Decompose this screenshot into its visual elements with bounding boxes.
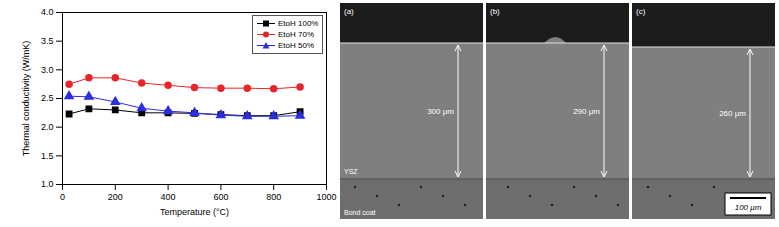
svg-text:3.5: 3.5 [41, 36, 54, 46]
svg-text:1.0: 1.0 [41, 179, 54, 189]
svg-text:YSZ: YSZ [344, 168, 358, 175]
html-text:EtoH 100%: EtoH 100% [278, 19, 319, 28]
svg-text:(b): (b) [490, 7, 500, 16]
svg-text:2.5: 2.5 [41, 93, 54, 103]
svg-text:200: 200 [108, 192, 123, 202]
svg-text:Temperature (°C): Temperature (°C) [160, 207, 229, 217]
svg-text:1000: 1000 [316, 192, 336, 202]
svg-text:100 μm: 100 μm [735, 203, 762, 212]
svg-text:600: 600 [213, 192, 228, 202]
html-text:EtoH 70%: EtoH 70% [278, 30, 314, 39]
html-text:EtoH 50%: EtoH 50% [278, 41, 314, 50]
svg-text:(c): (c) [636, 7, 646, 16]
svg-text:300 μm: 300 μm [427, 107, 454, 116]
svg-text:0: 0 [60, 192, 65, 202]
svg-text:800: 800 [266, 192, 281, 202]
svg-text:(a): (a) [344, 7, 354, 16]
svg-text:4.0: 4.0 [41, 7, 54, 17]
svg-text:3.0: 3.0 [41, 65, 54, 75]
svg-text:1.5: 1.5 [41, 151, 54, 161]
svg-text:260 μm: 260 μm [719, 109, 746, 118]
svg-text:400: 400 [161, 192, 176, 202]
svg-text:290 μm: 290 μm [573, 107, 600, 116]
svg-text:Thermal conductivity (W/mK): Thermal conductivity (W/mK) [21, 41, 31, 157]
svg-text:2.0: 2.0 [41, 122, 54, 132]
svg-text:Bond coat: Bond coat [344, 209, 376, 216]
